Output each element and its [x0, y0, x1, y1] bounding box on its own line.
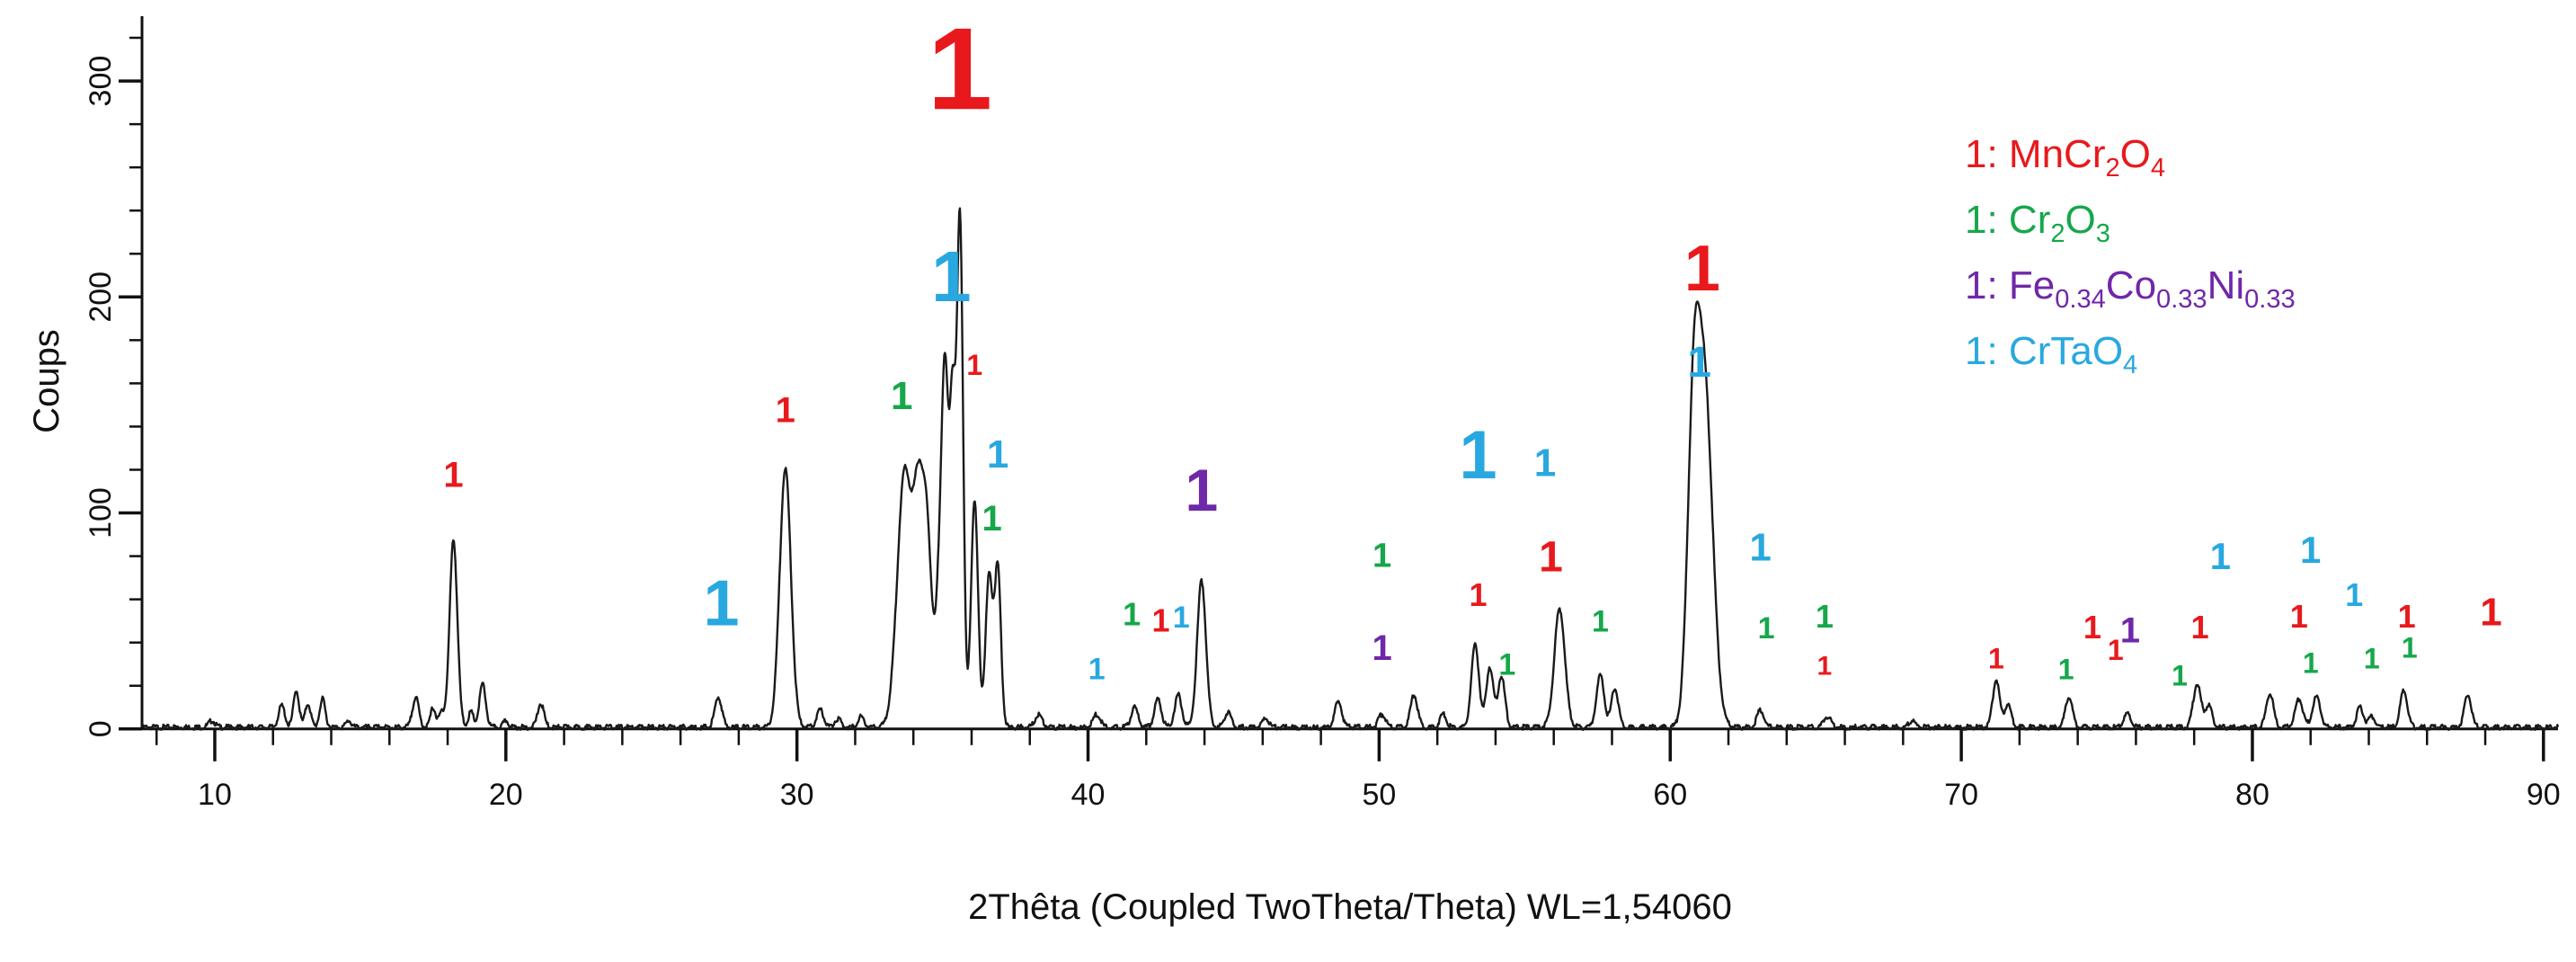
phase-marker-crtao4: 1 [1173, 601, 1190, 635]
phase-marker-mncr2o4: 1 [2108, 634, 2124, 666]
phase-marker-mncr2o4: 1 [1151, 602, 1169, 639]
phase-marker-crtao4: 1 [1459, 417, 1497, 494]
phase-marker-mncr2o4: 1 [443, 456, 463, 495]
phase-marker-cr2o3: 1 [2303, 646, 2319, 679]
x-axis-title: 2Thêta (Coupled TwoTheta/Theta) WL=1,540… [968, 887, 1732, 927]
legend-label: 1: CrTaO4 [1965, 332, 2138, 379]
x-axis-tick-label: 50 [1362, 778, 1396, 812]
x-axis-tick-label: 40 [1071, 778, 1106, 812]
phase-marker-cr2o3: 1 [1758, 611, 1775, 646]
y-axis-tick-label: 200 [84, 272, 118, 323]
x-axis-tick-label: 30 [780, 778, 814, 812]
phase-marker-mncr2o4: 1 [2191, 609, 2209, 646]
legend-entry-fe-co-ni: 1: Fe0.34Co0.33Ni0.33 [1965, 266, 2296, 314]
phase-marker-mncr2o4: 1 [2480, 590, 2501, 634]
phase-marker-mncr2o4: 1 [2290, 598, 2308, 635]
phase-marker-cr2o3: 1 [1816, 598, 1834, 635]
phase-marker-mncr2o4: 1 [1469, 576, 1487, 613]
phase-marker-mncr2o4: 1 [1817, 652, 1833, 681]
phase-marker-crtao4: 1 [2300, 529, 2321, 571]
legend-entry-mncr2o4: 1: MnCr2O4 [1965, 135, 2166, 183]
phase-marker-crtao4: 1 [2345, 576, 2363, 613]
legend-entry-crtao4: 1: CrTaO4 [1965, 332, 2138, 379]
y-axis-title: Coups [27, 329, 67, 433]
phase-marker-cr2o3: 1 [1123, 595, 1141, 632]
legend-entry-cr2o3: 1: Cr2O3 [1965, 200, 2110, 248]
phase-marker-crtao4: 1 [1088, 653, 1106, 687]
legend-label: 1: MnCr2O4 [1965, 135, 2166, 183]
phase-marker-cr2o3: 1 [1592, 605, 1609, 639]
x-axis-tick-label: 70 [1944, 778, 1978, 812]
x-axis-tick-label: 60 [1653, 778, 1687, 812]
phase-marker-mncr2o4: 1 [2398, 598, 2416, 635]
phase-marker-mncr2o4: 1 [1988, 643, 2004, 675]
phase-marker-crtao4: 1 [2210, 535, 2231, 577]
x-axis-tick-label: 90 [2527, 778, 2561, 812]
phase-marker-crtao4: 1 [1687, 339, 1711, 387]
y-axis-tick-label: 0 [84, 720, 118, 737]
phase-marker-fe-co-ni: 1 [1185, 457, 1218, 523]
phase-marker-fe-co-ni: 1 [1372, 628, 1391, 668]
phase-marker-cr2o3: 1 [2058, 654, 2074, 686]
phase-marker-mncr2o4: 1 [776, 391, 795, 431]
y-axis-tick-label: 100 [84, 487, 118, 539]
y-axis-tick-label: 300 [84, 56, 118, 107]
phase-marker-cr2o3: 1 [2364, 643, 2380, 675]
x-axis-tick-label: 20 [489, 778, 523, 812]
phase-marker-mncr2o4: 1 [966, 349, 982, 381]
diffraction-trace [140, 207, 2560, 731]
phase-marker-crtao4: 1 [987, 432, 1008, 477]
phase-marker-cr2o3: 1 [2402, 632, 2418, 664]
phase-marker-cr2o3: 1 [1498, 648, 1515, 682]
phase-marker-mncr2o4: 1 [2083, 609, 2101, 646]
phase-marker-cr2o3: 1 [982, 499, 1002, 539]
phase-marker-crtao4: 1 [931, 236, 972, 316]
phase-marker-cr2o3: 1 [2172, 660, 2188, 692]
phase-marker-crtao4: 1 [703, 567, 739, 639]
phase-marker-cr2o3: 1 [891, 374, 912, 418]
phase-marker-mncr2o4: 1 [1684, 233, 1720, 305]
phase-marker-crtao4: 1 [1749, 525, 1771, 569]
phase-marker-fe-co-ni: 1 [2120, 611, 2140, 651]
legend-label: 1: Cr2O3 [1965, 200, 2110, 248]
phase-marker-cr2o3: 1 [1372, 538, 1391, 575]
phase-marker-crtao4: 1 [1534, 441, 1556, 485]
x-axis-tick-label: 10 [198, 778, 232, 812]
phase-marker-mncr2o4: 1 [928, 3, 992, 134]
legend-label: 1: Fe0.34Co0.33Ni0.33 [1965, 266, 2296, 314]
phase-marker-mncr2o4: 1 [1539, 533, 1563, 581]
x-axis-tick-label: 80 [2235, 778, 2270, 812]
